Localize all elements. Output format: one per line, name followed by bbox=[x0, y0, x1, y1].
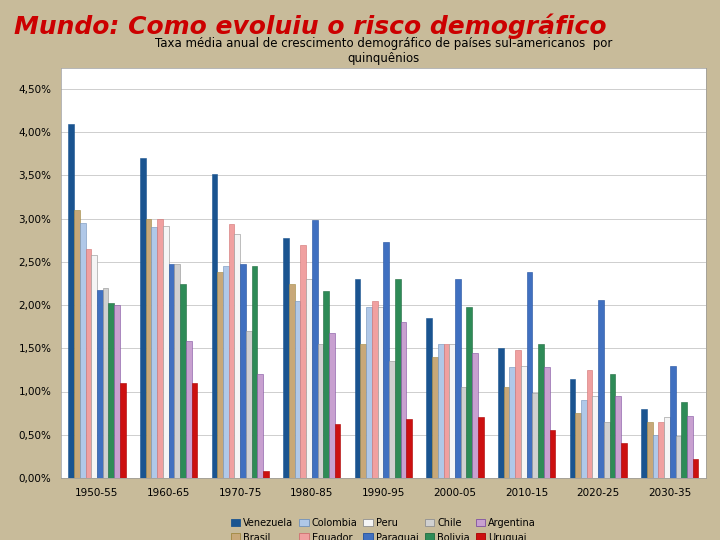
Bar bbox=[532, 393, 538, 478]
Bar bbox=[217, 272, 223, 478]
Bar bbox=[120, 383, 125, 478]
Bar bbox=[616, 396, 621, 478]
Bar bbox=[498, 348, 504, 478]
Bar bbox=[312, 220, 318, 478]
Bar bbox=[681, 402, 687, 478]
Bar bbox=[235, 234, 240, 478]
Bar bbox=[145, 219, 151, 478]
Bar bbox=[581, 400, 587, 478]
Bar bbox=[675, 436, 681, 478]
Bar bbox=[478, 417, 484, 478]
Bar bbox=[647, 422, 652, 478]
Bar bbox=[186, 341, 192, 478]
Bar bbox=[80, 223, 86, 478]
Bar bbox=[323, 291, 329, 478]
Bar bbox=[521, 366, 526, 478]
Bar bbox=[163, 226, 168, 478]
Bar bbox=[570, 379, 575, 478]
Bar bbox=[664, 417, 670, 478]
Bar bbox=[400, 322, 406, 478]
Bar bbox=[86, 249, 91, 478]
Bar bbox=[246, 331, 252, 478]
Bar bbox=[74, 210, 80, 478]
Bar bbox=[151, 227, 157, 478]
Bar bbox=[641, 409, 647, 478]
Bar bbox=[252, 266, 257, 478]
Bar bbox=[157, 219, 163, 478]
Text: Mundo: Como evoluiu o risco demográfico: Mundo: Como evoluiu o risco demográfico bbox=[14, 14, 607, 39]
Bar bbox=[103, 288, 109, 478]
Bar bbox=[593, 396, 598, 478]
Bar bbox=[361, 344, 366, 478]
Bar bbox=[652, 435, 658, 478]
Bar bbox=[526, 272, 532, 478]
Bar bbox=[389, 361, 395, 478]
Bar bbox=[455, 279, 461, 478]
Bar bbox=[257, 374, 263, 478]
Bar bbox=[91, 255, 97, 478]
Bar bbox=[444, 344, 449, 478]
Bar bbox=[229, 224, 235, 478]
Bar bbox=[240, 264, 246, 478]
Bar bbox=[192, 383, 197, 478]
Bar bbox=[587, 370, 593, 478]
Bar bbox=[438, 344, 444, 478]
Bar bbox=[693, 459, 698, 478]
Bar bbox=[621, 443, 627, 478]
Bar bbox=[504, 387, 510, 478]
Bar bbox=[300, 245, 306, 478]
Bar bbox=[658, 422, 664, 478]
Bar bbox=[538, 344, 544, 478]
Bar bbox=[329, 333, 335, 478]
Bar bbox=[306, 279, 312, 478]
Bar bbox=[432, 357, 438, 478]
Bar bbox=[610, 374, 616, 478]
Bar bbox=[335, 424, 341, 478]
Bar bbox=[180, 284, 186, 478]
Bar bbox=[109, 303, 114, 478]
Bar bbox=[544, 367, 549, 478]
Bar bbox=[510, 367, 515, 478]
Bar bbox=[515, 350, 521, 478]
Title: Taxa média anual de crescimento demográfico de países sul-americanos  por
quinqu: Taxa média anual de crescimento demográf… bbox=[155, 37, 612, 65]
Bar bbox=[212, 174, 217, 478]
Bar bbox=[549, 430, 555, 478]
Bar bbox=[318, 344, 323, 478]
Bar bbox=[598, 300, 604, 478]
Bar bbox=[372, 301, 378, 478]
Bar bbox=[461, 387, 467, 478]
Bar bbox=[289, 284, 294, 478]
Bar bbox=[263, 471, 269, 478]
Bar bbox=[670, 366, 675, 478]
Bar bbox=[68, 124, 74, 478]
Bar bbox=[395, 279, 400, 478]
Bar bbox=[449, 344, 455, 478]
Bar bbox=[604, 422, 610, 478]
Legend: Venezuela, Brasil, Colombia, Equador, Peru, Paraguai, Chile, Bolivia, Argentina,: Venezuela, Brasil, Colombia, Equador, Pe… bbox=[230, 518, 536, 540]
Bar bbox=[223, 266, 229, 478]
Bar bbox=[426, 318, 432, 478]
Bar bbox=[366, 307, 372, 478]
Bar bbox=[575, 413, 581, 478]
Bar bbox=[687, 416, 693, 478]
Bar bbox=[174, 264, 180, 478]
Bar bbox=[114, 305, 120, 478]
Bar bbox=[168, 264, 174, 478]
Bar bbox=[140, 158, 145, 478]
Bar bbox=[406, 419, 412, 478]
Bar bbox=[472, 353, 478, 478]
Bar bbox=[467, 307, 472, 478]
Bar bbox=[97, 289, 103, 478]
Bar bbox=[283, 238, 289, 478]
Bar bbox=[378, 307, 383, 478]
Bar bbox=[294, 301, 300, 478]
Bar bbox=[383, 242, 389, 478]
Bar bbox=[355, 279, 361, 478]
